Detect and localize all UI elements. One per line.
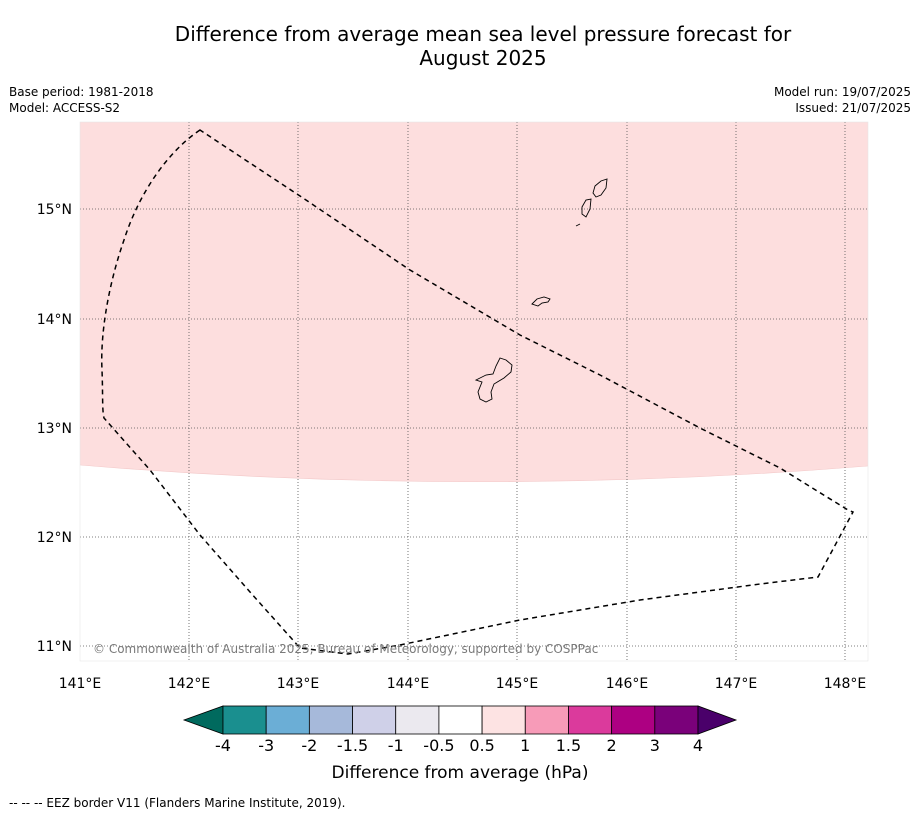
colorbar-tick-label: 1.5	[556, 736, 581, 755]
eez-border	[100, 129, 855, 655]
lon-tick-147: 147°E	[715, 676, 758, 692]
colorbar-segment	[308, 705, 353, 735]
colorbar-segment	[438, 705, 483, 735]
colorbar-segment	[352, 705, 397, 735]
colorbar-tick-label: 0.5	[469, 736, 494, 755]
colorbar-segment	[654, 705, 699, 735]
lat-tick-12: 12°N	[37, 530, 72, 546]
issued-date: Issued: 21/07/2025	[795, 101, 911, 115]
colorbar-segment	[265, 705, 310, 735]
base-period: Base period: 1981-2018	[9, 85, 154, 99]
colorbar-tick-label: 3	[650, 736, 660, 755]
lat-tick-labels: 15°N 14°N 13°N 12°N 11°N	[37, 202, 72, 655]
title-line-1: Difference from average mean sea level p…	[174, 22, 792, 46]
colorbar-tick-label: -1	[388, 736, 404, 755]
colorbar-segment	[222, 705, 267, 735]
colorbar-tick-label: 1	[520, 736, 530, 755]
copyright-text: © Commonwealth of Australia 2025, Bureau…	[93, 642, 598, 656]
colorbar-under-arrow	[182, 705, 224, 735]
gridlines	[80, 122, 868, 661]
colorbar-segment	[524, 705, 569, 735]
colorbar-tick-label: 4	[693, 736, 703, 755]
colorbar-title: Difference from average (hPa)	[332, 763, 589, 783]
lon-tick-144: 144°E	[387, 676, 430, 692]
lat-tick-13: 13°N	[37, 421, 72, 437]
meta-left: Base period: 1981-2018 Model: ACCESS-S2	[9, 84, 154, 116]
model-run: Model run: 19/07/2025	[773, 85, 911, 99]
saipan-island	[592, 178, 608, 198]
colorbar-segment	[395, 705, 440, 735]
colorbar-tick-label: -3	[258, 736, 274, 755]
title-line-2: August 2025	[419, 46, 547, 70]
rota-island	[531, 296, 551, 307]
anomaly-region-edge	[79, 464, 869, 483]
colorbar-segment	[481, 705, 526, 735]
model-name: Model: ACCESS-S2	[9, 101, 121, 115]
colorbar-tick-label: 2	[607, 736, 617, 755]
colorbar: -4 -3 -2 -1.5 -1 -0.5 0.5 1 1.5 2 3 4 Difference fr…	[182, 705, 738, 783]
map-frame	[79, 121, 869, 662]
colorbar-tick-label: -2	[301, 736, 317, 755]
eez-legend-note: -- -- -- EEZ border V11 (Flanders Marine…	[9, 796, 346, 810]
islands	[474, 178, 608, 403]
guam-island	[474, 357, 513, 403]
lon-tick-142: 142°E	[168, 676, 211, 692]
pressure-anomaly-region	[80, 122, 868, 482]
lon-tick-labels: 141°E 142°E 143°E 144°E 145°E 146°E 147°…	[59, 676, 867, 692]
tinian-island	[581, 198, 592, 218]
lat-tick-15: 15°N	[37, 202, 72, 218]
lon-tick-148: 148°E	[824, 676, 867, 692]
colorbar-segments	[222, 705, 699, 735]
lat-tick-11: 11°N	[37, 639, 72, 655]
colorbar-labels: -4 -3 -2 -1.5 -1 -0.5 0.5 1 1.5 2 3 4	[215, 736, 703, 755]
colorbar-segment	[611, 705, 656, 735]
lon-tick-141: 141°E	[59, 676, 102, 692]
colorbar-tick-label: -0.5	[423, 736, 454, 755]
colorbar-over-arrow	[697, 705, 738, 735]
aguijan-island	[575, 223, 581, 227]
lon-tick-146: 146°E	[606, 676, 649, 692]
chart-title: Difference from average mean sea level p…	[0, 22, 919, 70]
meta-right: Model run: 19/07/2025 Issued: 21/07/2025	[774, 84, 911, 116]
lon-tick-145: 145°E	[496, 676, 539, 692]
colorbar-tick-label: -1.5	[337, 736, 368, 755]
colorbar-segment	[568, 705, 613, 735]
lat-tick-14: 14°N	[37, 312, 72, 328]
colorbar-tick-label: -4	[215, 736, 231, 755]
lon-tick-143: 143°E	[277, 676, 320, 692]
